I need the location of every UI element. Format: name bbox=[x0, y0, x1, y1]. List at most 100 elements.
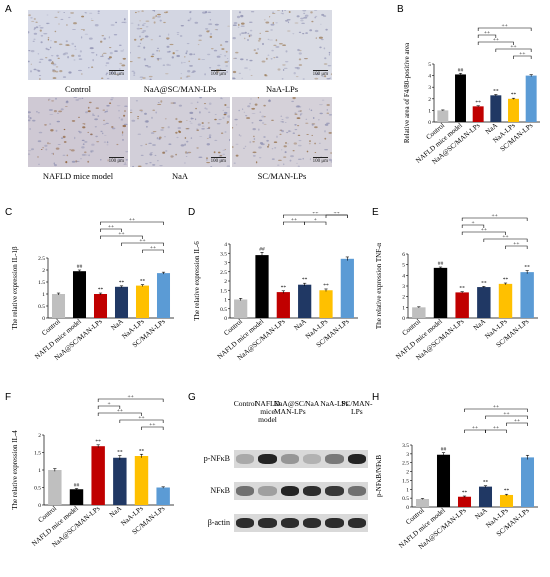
bracket-label: ++ bbox=[493, 425, 499, 431]
wb-lane-label: NAFLD mice model bbox=[254, 399, 280, 424]
significance-label: ## bbox=[74, 483, 80, 489]
wb-row-label: β-actin bbox=[207, 518, 230, 527]
y-tick-label: 2 bbox=[406, 470, 409, 476]
significance-label: ** bbox=[503, 277, 509, 283]
y-tick-label: 1.5 bbox=[402, 478, 409, 484]
bar bbox=[490, 95, 502, 122]
bracket-label: ++ bbox=[493, 404, 499, 410]
wb-band bbox=[303, 518, 322, 528]
bar bbox=[113, 457, 127, 505]
bracket-label: ++ bbox=[484, 30, 490, 36]
bracket-label: + bbox=[107, 401, 110, 407]
bar bbox=[472, 106, 484, 122]
significance-bracket bbox=[461, 217, 528, 221]
bracket-label: ++ bbox=[502, 23, 508, 29]
bracket-label: + bbox=[471, 220, 474, 226]
significance-label: ** bbox=[504, 488, 510, 494]
wb-row-label: p-NFκB bbox=[203, 454, 230, 463]
x-tick-label: NaA bbox=[472, 317, 487, 332]
bar bbox=[156, 487, 170, 505]
significance-label: ## bbox=[77, 264, 83, 270]
significance-bracket bbox=[325, 214, 348, 218]
significance-bracket bbox=[495, 48, 532, 52]
y-tick-label: 0.5 bbox=[220, 307, 227, 313]
significance-label: ** bbox=[119, 280, 125, 286]
wb-lane-label: Control bbox=[233, 399, 257, 408]
significance-bracket bbox=[461, 231, 506, 235]
micrograph-label: SC/MAN-LPs bbox=[257, 171, 307, 181]
y-tick-label: 0.5 bbox=[34, 486, 41, 492]
y-tick-label: 1 bbox=[428, 108, 431, 114]
significance-label: ** bbox=[281, 285, 287, 291]
y-tick-label: 2 bbox=[38, 433, 41, 439]
panel-letter-f: F bbox=[5, 392, 12, 403]
wb-band bbox=[236, 454, 255, 464]
significance-bracket bbox=[121, 242, 164, 246]
bracket-label: ++ bbox=[472, 425, 478, 431]
panel-letter-c: C bbox=[5, 207, 13, 218]
chart-e: The relative expression TNF-α 0123456Cont… bbox=[375, 213, 538, 362]
x-tick-label: NaA bbox=[110, 317, 125, 332]
wb-band bbox=[258, 454, 277, 464]
panel-letter-g: G bbox=[188, 392, 196, 403]
significance-label: ** bbox=[302, 277, 308, 283]
bar bbox=[437, 110, 449, 122]
panel-letter-d: D bbox=[188, 207, 196, 218]
chart-c: The relative expression IL-1β 0 0.5 1 1.5 2 2.… bbox=[11, 217, 174, 362]
significance-bracket bbox=[141, 426, 164, 430]
wb-row-label: NFκB bbox=[210, 486, 230, 495]
y-tick-label: 0 bbox=[38, 503, 41, 509]
wb-band bbox=[325, 518, 344, 528]
x-tick-label: NaA bbox=[293, 317, 308, 332]
micrograph-label: NAFLD mice model bbox=[42, 171, 114, 181]
y-tick-label: 0 bbox=[428, 120, 431, 126]
significance-bracket bbox=[100, 235, 143, 239]
wb-band bbox=[236, 486, 255, 496]
y-tick-label: 3 bbox=[428, 85, 431, 91]
wb-band bbox=[303, 454, 322, 464]
scale-bar: 100 μm bbox=[312, 70, 328, 77]
y-tick-label: 1 bbox=[402, 305, 405, 311]
tissue-texture bbox=[130, 97, 230, 167]
significance-bracket bbox=[477, 41, 514, 45]
y-tick-label: 0 bbox=[402, 316, 405, 322]
significance-label: ** bbox=[475, 100, 481, 106]
significance-label: ** bbox=[483, 480, 489, 486]
y-tick-label: 1 bbox=[406, 487, 409, 493]
tissue-texture bbox=[232, 10, 332, 80]
micrograph-label: NaA@SC/MAN-LPs bbox=[143, 84, 217, 94]
bracket-label: ++ bbox=[493, 37, 499, 43]
chart-b: Relative area of F4/80-positive area 0 1 2 3… bbox=[403, 23, 540, 166]
bar bbox=[433, 267, 448, 318]
wb-band bbox=[280, 518, 299, 528]
significance-label: ** bbox=[462, 490, 468, 496]
x-tick-label: NaA bbox=[108, 504, 123, 519]
bar bbox=[457, 496, 472, 507]
wb-band bbox=[236, 518, 255, 528]
y-tick-label: 3.5 bbox=[402, 443, 409, 449]
bar bbox=[340, 258, 354, 318]
bar bbox=[51, 294, 66, 318]
wb-band bbox=[325, 454, 344, 464]
y-tick-label: 3 bbox=[224, 261, 227, 267]
wb-band bbox=[303, 486, 322, 496]
significance-label: ** bbox=[511, 92, 517, 98]
bracket-label: ++ bbox=[128, 395, 134, 400]
bar bbox=[134, 456, 149, 505]
bar bbox=[520, 457, 535, 507]
y-axis-label: The relative expression TNF-α bbox=[375, 243, 383, 329]
y-tick-label: 1 bbox=[38, 468, 41, 474]
y-axis-label: The relative expression IL-6 bbox=[193, 241, 201, 321]
wb-band bbox=[280, 486, 299, 496]
bar bbox=[436, 454, 451, 507]
bar bbox=[455, 292, 469, 318]
y-tick-label: 2.5 bbox=[402, 461, 409, 467]
bar bbox=[114, 286, 129, 318]
y-tick-label: 0 bbox=[224, 316, 227, 322]
micrograph-2: 100 μm bbox=[130, 10, 230, 80]
significance-label: ## bbox=[438, 261, 444, 267]
y-axis-label: Relative area of F4/80-positive area bbox=[403, 42, 411, 143]
bracket-label: ++ bbox=[139, 238, 145, 244]
wb-band bbox=[347, 518, 366, 528]
y-tick-label: 1.5 bbox=[34, 451, 41, 457]
